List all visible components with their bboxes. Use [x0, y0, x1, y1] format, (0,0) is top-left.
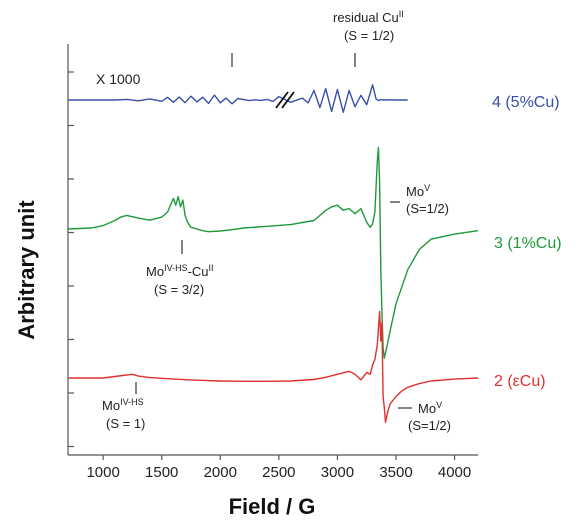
x-tick-label: 1500 — [145, 464, 178, 481]
x-tick-label: 1000 — [86, 464, 119, 481]
axis-break-mark — [275, 91, 295, 109]
svg-text:MoV: MoV — [406, 183, 430, 199]
series-label-3: 3 (1%Cu) — [494, 235, 562, 252]
x-axis-title: Field / G — [229, 494, 316, 519]
x-tick-label: 2500 — [262, 464, 295, 481]
annotation-mov-upper: MoV (S=1/2) — [406, 183, 449, 216]
series-line-3 — [67, 146, 479, 359]
series-label-4: 4 (5%Cu) — [492, 94, 560, 111]
svg-text:(S = 1): (S = 1) — [106, 416, 145, 431]
annotation-mov-lower: MoV (S=1/2) — [408, 400, 451, 433]
x-tick-label: 4000 — [438, 464, 471, 481]
svg-text:(S = 3/2): (S = 3/2) — [154, 282, 204, 297]
y-axis-title: Arbitrary unit — [14, 200, 39, 340]
annotation-markers — [135, 53, 412, 409]
series-group — [67, 84, 479, 424]
series-label-2: 2 (εCu) — [494, 373, 546, 390]
x-tick-label: 3500 — [379, 464, 412, 481]
svg-text:MoIV-HS-CuII: MoIV-HS-CuII — [146, 263, 214, 279]
series-line-4 — [68, 84, 408, 114]
axes — [67, 44, 478, 456]
y-ticks — [68, 71, 74, 448]
svg-text:MoIV-HS: MoIV-HS — [102, 397, 144, 413]
x-tick-label: 2000 — [204, 464, 237, 481]
svg-text:(S=1/2): (S=1/2) — [406, 201, 449, 216]
svg-text:residual CuII: residual CuII — [333, 9, 404, 25]
svg-text:(S = 1/2): (S = 1/2) — [344, 28, 394, 43]
svg-text:(S=1/2): (S=1/2) — [408, 418, 451, 433]
x-ticks: 1000 1500 2000 2500 3000 3500 4000 — [86, 455, 471, 481]
x-tick-label: 3000 — [321, 464, 354, 481]
annotation-residual-cu: residual CuII (S = 1/2) — [333, 9, 404, 43]
series-line-2 — [68, 310, 479, 424]
annotation-mo-cu: MoIV-HS-CuII (S = 3/2) — [146, 263, 214, 297]
annotation-mo-ivhs: MoIV-HS (S = 1) — [102, 397, 145, 431]
svg-text:MoV: MoV — [418, 400, 442, 416]
annotation-x1000: X 1000 — [96, 71, 141, 87]
